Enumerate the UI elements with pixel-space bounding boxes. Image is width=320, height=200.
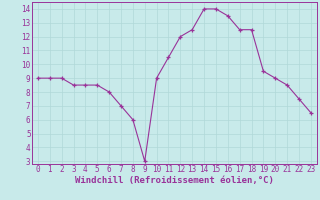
- X-axis label: Windchill (Refroidissement éolien,°C): Windchill (Refroidissement éolien,°C): [75, 176, 274, 185]
